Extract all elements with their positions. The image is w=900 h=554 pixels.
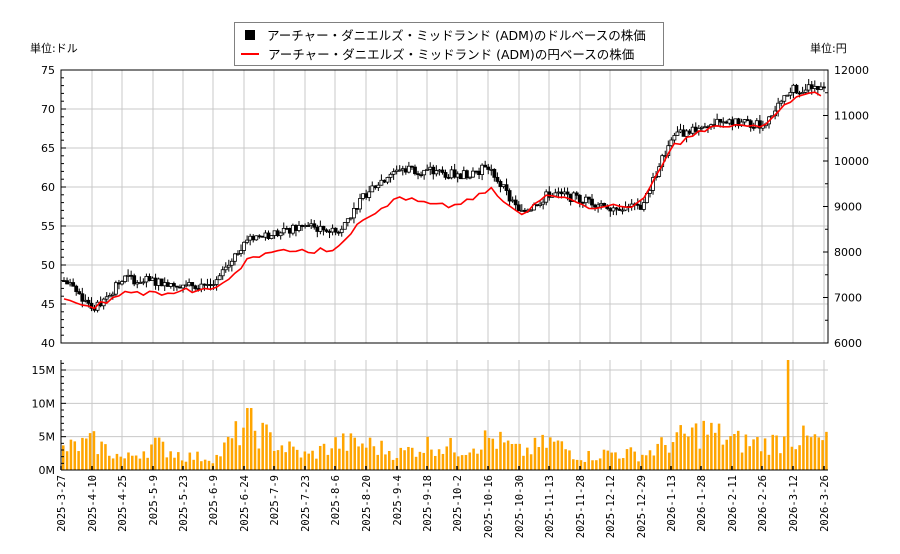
volume-bars bbox=[62, 360, 828, 470]
svg-text:2025-4-25: 2025-4-25 bbox=[117, 475, 129, 532]
svg-text:12000: 12000 bbox=[834, 64, 869, 77]
svg-text:2026-1-13: 2026-1-13 bbox=[666, 475, 678, 532]
svg-text:2025-7-9: 2025-7-9 bbox=[269, 475, 281, 526]
volume-axis-ticks: 0M 5M 10M 15M bbox=[32, 362, 66, 477]
legend-item-jpy: アーチャー・ダニエルズ・ミッドランド (ADM)の円ベースの株価 bbox=[241, 44, 657, 63]
svg-text:6000: 6000 bbox=[834, 337, 862, 350]
usd-candlesticks bbox=[62, 79, 826, 313]
svg-text:2026-3-26: 2026-3-26 bbox=[819, 475, 831, 532]
svg-text:2025-6-24: 2025-6-24 bbox=[239, 475, 251, 532]
svg-text:70: 70 bbox=[41, 103, 55, 116]
legend: アーチャー・ダニエルズ・ミッドランド (ADM)のドルベースの株価 アーチャー・… bbox=[234, 22, 664, 66]
svg-text:2025-8-6: 2025-8-6 bbox=[330, 475, 342, 526]
svg-text:0M: 0M bbox=[39, 464, 56, 477]
price-grid bbox=[60, 69, 828, 344]
svg-text:8000: 8000 bbox=[834, 246, 862, 259]
svg-text:45: 45 bbox=[41, 298, 55, 311]
legend-label-usd: アーチャー・ダニエルズ・ミッドランド (ADM)のドルベースの株価 bbox=[267, 28, 646, 43]
svg-text:2026-2-11: 2026-2-11 bbox=[727, 475, 739, 532]
svg-text:2025-9-4: 2025-9-4 bbox=[392, 475, 404, 526]
svg-text:10M: 10M bbox=[32, 397, 56, 410]
svg-text:2025-10-16: 2025-10-16 bbox=[483, 475, 495, 538]
svg-text:15M: 15M bbox=[32, 364, 56, 377]
svg-text:65: 65 bbox=[41, 142, 55, 155]
svg-text:2025-12-29: 2025-12-29 bbox=[636, 475, 648, 538]
date-axis-ticks: 2025-3-27 2025-4-10 2025-4-25 2025-5-9 2025-… bbox=[56, 466, 831, 538]
right-axis-ticks: 6000 7000 8000 9000 10000 11000 12000 bbox=[823, 64, 869, 350]
svg-text:2025-5-9: 2025-5-9 bbox=[148, 475, 160, 526]
svg-text:10000: 10000 bbox=[834, 155, 869, 168]
svg-text:2025-11-28: 2025-11-28 bbox=[575, 475, 587, 538]
svg-text:2026-2-26: 2026-2-26 bbox=[757, 475, 769, 532]
svg-text:11000: 11000 bbox=[834, 110, 869, 123]
svg-text:9000: 9000 bbox=[834, 201, 862, 214]
square-marker-icon bbox=[245, 29, 255, 40]
svg-text:7000: 7000 bbox=[834, 292, 862, 305]
svg-text:75: 75 bbox=[41, 64, 55, 77]
svg-text:55: 55 bbox=[41, 220, 55, 233]
left-axis-ticks: 40 45 50 55 60 65 70 75 bbox=[41, 64, 66, 350]
svg-text:2025-10-2: 2025-10-2 bbox=[452, 475, 464, 532]
svg-text:2025-6-9: 2025-6-9 bbox=[208, 475, 220, 526]
svg-text:40: 40 bbox=[41, 337, 55, 350]
svg-text:2026-3-12: 2026-3-12 bbox=[788, 475, 800, 532]
svg-text:2025-8-20: 2025-8-20 bbox=[361, 475, 373, 532]
svg-text:2025-10-30: 2025-10-30 bbox=[514, 475, 526, 538]
svg-text:50: 50 bbox=[41, 259, 55, 272]
svg-text:2025-7-23: 2025-7-23 bbox=[300, 475, 312, 532]
svg-text:2025-12-12: 2025-12-12 bbox=[605, 475, 617, 538]
svg-text:2025-3-27: 2025-3-27 bbox=[56, 475, 68, 532]
volume-grid bbox=[60, 360, 828, 471]
svg-text:60: 60 bbox=[41, 181, 55, 194]
jpy-price-line bbox=[63, 91, 822, 310]
svg-text:2025-11-13: 2025-11-13 bbox=[544, 475, 556, 538]
right-axis-unit: 単位:円 bbox=[810, 42, 847, 55]
svg-text:2025-5-23: 2025-5-23 bbox=[178, 475, 190, 532]
legend-item-usd: アーチャー・ダニエルズ・ミッドランド (ADM)のドルベースの株価 bbox=[241, 25, 657, 44]
svg-text:2025-4-10: 2025-4-10 bbox=[87, 475, 99, 532]
legend-label-jpy: アーチャー・ダニエルズ・ミッドランド (ADM)の円ベースの株価 bbox=[268, 47, 635, 62]
svg-text:2025-9-18: 2025-9-18 bbox=[422, 475, 434, 532]
svg-text:5M: 5M bbox=[39, 431, 56, 444]
left-axis-unit: 単位:ドル bbox=[30, 42, 78, 55]
axes bbox=[60, 69, 829, 471]
svg-text:2026-1-28: 2026-1-28 bbox=[696, 475, 708, 532]
line-marker-icon bbox=[241, 52, 259, 55]
